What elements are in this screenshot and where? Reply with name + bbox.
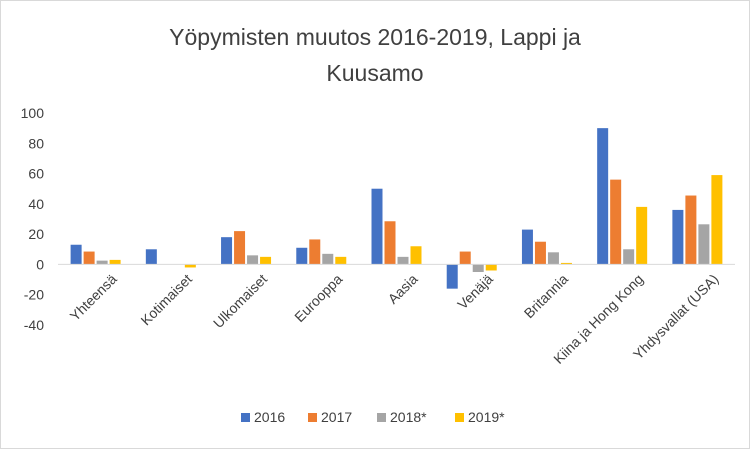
bar bbox=[410, 246, 422, 265]
bar bbox=[145, 249, 157, 265]
y-tick-label: 100 bbox=[21, 105, 45, 121]
legend-item: 2018* bbox=[377, 409, 427, 425]
legend-swatch bbox=[308, 413, 317, 422]
legend-label: 2017 bbox=[321, 409, 352, 425]
x-category-label: Ulkomaiset bbox=[210, 271, 270, 331]
bar bbox=[547, 252, 559, 265]
y-tick-label: 40 bbox=[28, 196, 44, 212]
bar bbox=[521, 229, 533, 265]
legend-swatch bbox=[377, 413, 386, 422]
bar bbox=[184, 264, 196, 268]
y-tick-label: 60 bbox=[28, 166, 44, 182]
legend-label: 2019* bbox=[468, 409, 505, 425]
bar bbox=[96, 260, 108, 265]
y-tick-label: -20 bbox=[24, 287, 44, 303]
bar bbox=[685, 195, 697, 265]
bar bbox=[623, 249, 635, 265]
bar bbox=[597, 128, 609, 265]
y-tick-label: 80 bbox=[28, 135, 44, 151]
bar bbox=[397, 256, 409, 265]
y-tick-label: 0 bbox=[36, 256, 44, 272]
x-category-label: Yhteensä bbox=[67, 271, 120, 324]
legend: 2016 2017 2018* 2019* bbox=[241, 409, 505, 425]
y-tick-label: -40 bbox=[24, 317, 44, 333]
bar bbox=[109, 259, 121, 265]
bar bbox=[698, 224, 710, 265]
x-category-label: Britannia bbox=[521, 271, 572, 322]
bar bbox=[384, 221, 396, 265]
legend-label: 2018* bbox=[390, 409, 427, 425]
bar-marks bbox=[70, 128, 723, 289]
bar bbox=[260, 256, 272, 265]
bar bbox=[446, 264, 458, 289]
bar bbox=[221, 237, 233, 265]
chart-title-line-1: Yöpymisten muutos 2016-2019, Lappi ja bbox=[169, 24, 581, 50]
bar bbox=[459, 251, 471, 265]
legend-swatch bbox=[241, 413, 250, 422]
chart-title-line-2: Kuusamo bbox=[326, 60, 424, 86]
bar bbox=[711, 175, 723, 265]
bar bbox=[636, 206, 648, 265]
y-tick-label: 20 bbox=[28, 226, 44, 242]
bar bbox=[672, 209, 684, 265]
bar bbox=[247, 255, 259, 265]
bar bbox=[534, 241, 546, 265]
legend-item: 2019* bbox=[455, 409, 505, 425]
bar bbox=[485, 264, 497, 271]
legend-item: 2016 bbox=[241, 409, 285, 425]
x-axis-category-labels: Yhteensä Kotimaiset Ulkomaiset Eurooppa Aasi… bbox=[67, 271, 722, 367]
x-category-label: Eurooppa bbox=[291, 271, 345, 325]
y-axis-ticks: -40 -20 0 20 40 60 80 100 bbox=[21, 105, 45, 333]
x-category-label: Venäjä bbox=[454, 271, 496, 313]
bar bbox=[83, 251, 95, 265]
x-category-label: Kotimaiset bbox=[137, 271, 195, 329]
bar bbox=[472, 264, 484, 272]
bar bbox=[560, 262, 572, 265]
bar bbox=[234, 231, 246, 265]
bar bbox=[335, 256, 347, 265]
bar bbox=[371, 188, 383, 265]
bar bbox=[70, 244, 82, 265]
bar bbox=[610, 179, 622, 265]
legend-item: 2017 bbox=[308, 409, 352, 425]
x-category-label: Aasia bbox=[385, 271, 421, 307]
bar bbox=[322, 253, 334, 265]
legend-swatch bbox=[455, 413, 464, 422]
legend-label: 2016 bbox=[254, 409, 285, 425]
bar bbox=[309, 239, 321, 265]
bar bbox=[296, 247, 308, 265]
